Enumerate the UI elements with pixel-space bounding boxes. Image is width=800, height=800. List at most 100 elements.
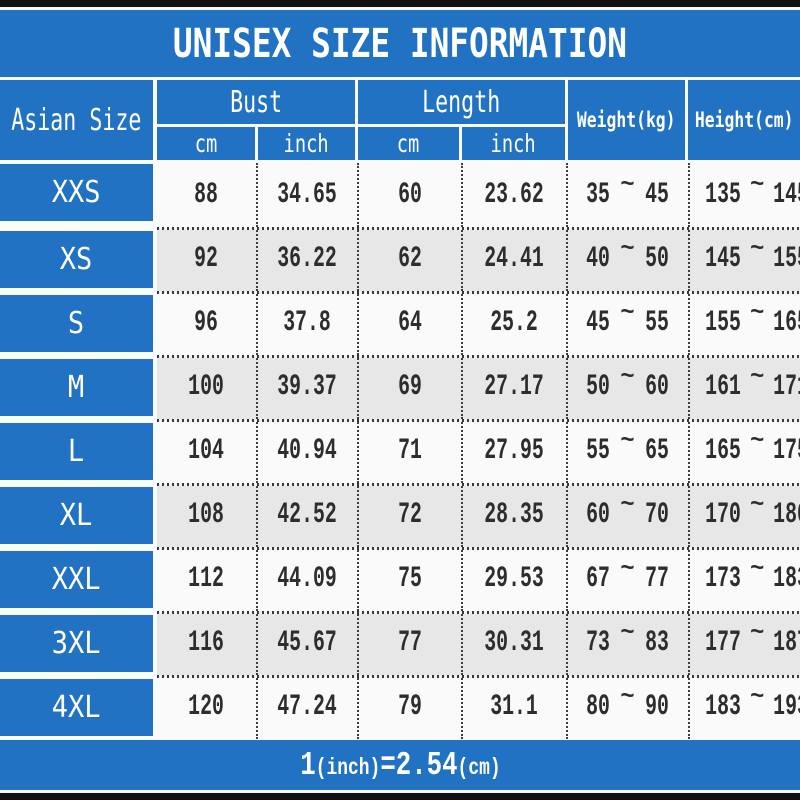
- bust-cm-cell: 96: [157, 291, 256, 355]
- table-row-l: L 104 40.94 71 27.95 55 ~65 165 ~175: [0, 419, 800, 483]
- weight-max: 50: [645, 242, 669, 276]
- header-weight-label: Weight(kg): [577, 108, 676, 132]
- tilde-symbol: ~: [620, 555, 635, 583]
- bust-cm-value: 96: [194, 306, 219, 340]
- tilde-symbol: ~: [750, 299, 765, 327]
- length-cm-value: 79: [398, 690, 422, 724]
- weight-min: 80: [586, 690, 610, 724]
- weight-min: 67: [586, 562, 610, 596]
- weight-max: 45: [645, 178, 669, 212]
- weight-min: 50: [586, 370, 610, 404]
- length-cm-value: 71: [398, 434, 422, 468]
- length-cm-value: 77: [398, 626, 422, 660]
- height-min: 135: [705, 178, 741, 212]
- size-label: XS: [60, 242, 93, 277]
- top-black-bar: [0, 0, 800, 7]
- length-cm-value: 62: [398, 242, 422, 276]
- height-min: 161: [705, 370, 741, 404]
- length-inch-cell: 27.95: [461, 419, 566, 483]
- bust-cm-value: 112: [188, 562, 225, 596]
- tilde-symbol: ~: [750, 235, 765, 263]
- bust-inch-cell: 39.37: [256, 355, 357, 419]
- weight-min: 73: [586, 626, 610, 660]
- weight-range-cell: 73 ~83: [566, 611, 688, 675]
- length-inch-value: 24.41: [484, 242, 545, 276]
- bust-inch-cell: 34.65: [256, 163, 357, 227]
- bust-inch-cell: 37.8: [256, 291, 357, 355]
- tilde-symbol: ~: [750, 683, 765, 711]
- header-length-cm-label: cm: [397, 129, 420, 158]
- length-cm-cell: 64: [357, 291, 461, 355]
- size-label: XXS: [52, 175, 101, 210]
- size-label-cell: 3XL: [0, 615, 153, 672]
- bust-cm-cell: 88: [157, 163, 256, 227]
- height-range-cell: 170 ~180: [688, 483, 800, 547]
- height-range-cell: 135 ~145: [688, 163, 800, 227]
- title-banner: UNISEX SIZE INFORMATION: [0, 10, 800, 77]
- size-label-cell: L: [0, 423, 153, 480]
- length-cm-cell: 79: [357, 675, 461, 739]
- height-max: 165: [773, 306, 800, 340]
- height-max: 155: [773, 242, 800, 276]
- header-bust-label: Bust: [229, 84, 283, 120]
- bust-cm-cell: 120: [157, 675, 256, 739]
- height-range-cell: 183 ~193: [688, 675, 800, 739]
- header-bust-inch-label: inch: [283, 129, 330, 158]
- header-length-inch: inch: [462, 127, 565, 160]
- height-min: 165: [705, 434, 741, 468]
- weight-range-cell: 80 ~90: [566, 675, 688, 739]
- header-asian-size-label: Asian Size: [11, 102, 142, 138]
- tilde-symbol: ~: [620, 619, 635, 647]
- length-inch-value: 30.31: [484, 626, 545, 660]
- bust-inch-value: 37.8: [283, 306, 332, 340]
- length-inch-value: 27.17: [484, 370, 545, 404]
- header-bust-cm: cm: [157, 127, 255, 160]
- height-range-cell: 173 ~183: [688, 547, 800, 611]
- size-label-cell: XS: [0, 231, 153, 288]
- length-cm-value: 64: [398, 306, 422, 340]
- length-inch-cell: 28.35: [461, 483, 566, 547]
- bust-inch-value: 36.22: [277, 242, 338, 276]
- tilde-symbol: ~: [750, 491, 765, 519]
- bust-cm-value: 120: [188, 690, 225, 724]
- length-inch-value: 29.53: [484, 562, 545, 596]
- header-bust-inch: inch: [258, 127, 355, 160]
- table-body: XXS 88 34.65 60 23.62 35 ~45 135 ~145 XS 9…: [0, 163, 800, 739]
- length-cm-cell: 69: [357, 355, 461, 419]
- length-inch-value: 25.2: [490, 306, 539, 340]
- height-range-cell: 161 ~171: [688, 355, 800, 419]
- height-range-cell: 145 ~155: [688, 227, 800, 291]
- size-label-cell: M: [0, 359, 153, 416]
- height-min: 155: [705, 306, 741, 340]
- weight-range-cell: 67 ~77: [566, 547, 688, 611]
- header-bust-cm-label: cm: [194, 129, 218, 158]
- page-title: UNISEX SIZE INFORMATION: [172, 20, 628, 67]
- table-row-xxl: XXL 112 44.09 75 29.53 67 ~77 173 ~183: [0, 547, 800, 611]
- weight-max: 60: [645, 370, 669, 404]
- weight-max: 83: [645, 626, 669, 660]
- conversion-value-inch: 1: [299, 746, 316, 784]
- table-row-4xl: 4XL 120 47.24 79 31.1 80 ~90 183 ~193: [0, 675, 800, 739]
- table-row-xs: XS 92 36.22 62 24.41 40 ~50 145 ~155: [0, 227, 800, 291]
- length-cm-value: 75: [398, 562, 422, 596]
- length-cm-value: 69: [398, 370, 422, 404]
- length-cm-cell: 77: [357, 611, 461, 675]
- length-inch-cell: 23.62: [461, 163, 566, 227]
- table-row-s: S 96 37.8 64 25.2 45 ~55 155 ~165: [0, 291, 800, 355]
- weight-min: 55: [586, 434, 610, 468]
- height-min: 170: [705, 498, 741, 532]
- bust-inch-value: 34.65: [277, 178, 338, 212]
- bust-cm-cell: 116: [157, 611, 256, 675]
- bust-cm-value: 108: [188, 498, 225, 532]
- weight-max: 70: [645, 498, 669, 532]
- height-min: 183: [705, 690, 741, 724]
- size-label-cell: XXS: [0, 164, 153, 221]
- height-range-cell: 177 ~187: [688, 611, 800, 675]
- length-inch-value: 31.1: [490, 690, 539, 724]
- tilde-symbol: ~: [620, 299, 635, 327]
- header-length-inch-label: inch: [490, 129, 537, 158]
- header-length-cm: cm: [358, 127, 459, 160]
- bust-cm-value: 88: [194, 178, 219, 212]
- weight-max: 77: [645, 562, 669, 596]
- weight-range-cell: 35 ~45: [566, 163, 688, 227]
